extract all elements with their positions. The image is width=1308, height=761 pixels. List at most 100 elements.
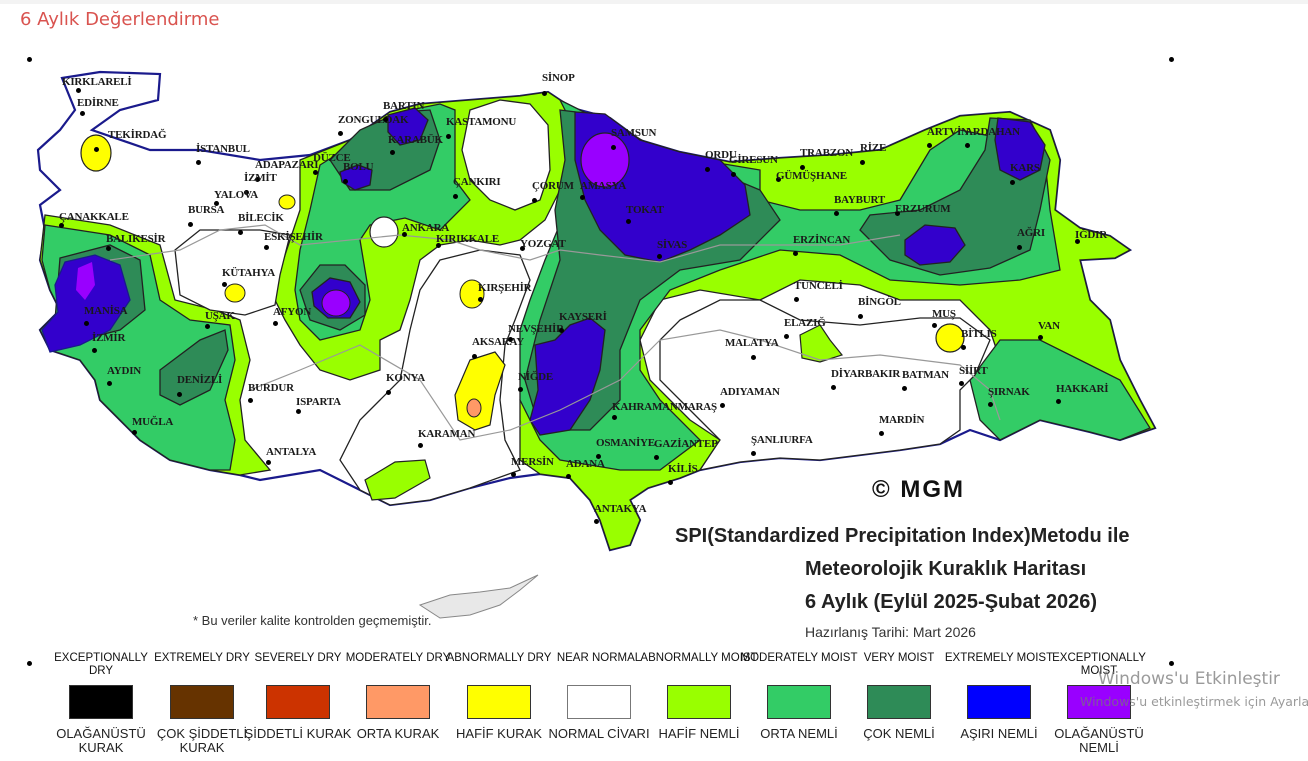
city-marker xyxy=(196,160,201,165)
legend-label-tr: HAFİF NEMLİ xyxy=(658,726,740,741)
city-marker xyxy=(720,403,725,408)
legend-swatch xyxy=(867,685,931,719)
city-marker xyxy=(626,219,631,224)
city-marker xyxy=(76,88,81,93)
legend-item: MODERATELY MOIST ORTA NEMLİ xyxy=(740,652,858,741)
legend-label-en: EXCEPTIONALLY MOIST xyxy=(1052,652,1146,677)
legend-item: ABNORMALLY MOIST HAFİF NEMLİ xyxy=(640,652,758,741)
city-label: MUŞ xyxy=(932,308,956,320)
city-marker xyxy=(776,177,781,182)
legend-label-en: ABNORMALLY MOIST xyxy=(640,652,758,664)
legend-label-en: EXCEPTIONALLY DRY xyxy=(54,652,148,677)
legend-swatch xyxy=(266,685,330,719)
city-label: YOZGAT xyxy=(520,238,566,250)
city-marker xyxy=(751,355,756,360)
city-marker xyxy=(106,246,111,251)
city-marker xyxy=(596,454,601,459)
city-label: ORDU xyxy=(705,149,737,161)
city-label: ARDAHAN xyxy=(965,126,1020,138)
city-marker xyxy=(436,243,441,248)
city-marker xyxy=(508,337,513,342)
legend-swatch xyxy=(567,685,631,719)
legend-label-tr: NORMAL CİVARI xyxy=(548,726,650,741)
corner-marker xyxy=(1169,661,1174,666)
city-label: TEKİRDAĞ xyxy=(108,129,167,141)
city-marker xyxy=(532,198,537,203)
city-label: AKSARAY xyxy=(472,336,524,348)
city-label: IĞDIR xyxy=(1075,229,1108,241)
city-label: KIRIKKALE xyxy=(436,233,499,245)
drought-map: KIRKLARELİ EDİRNE TEKİRDAĞ İSTANBUL ZONGULDA… xyxy=(0,40,1308,666)
city-label: AMASYA xyxy=(580,180,627,192)
city-label: GİRESUN xyxy=(729,154,778,166)
city-label: UŞAK xyxy=(205,310,235,322)
city-marker xyxy=(296,409,301,414)
city-marker xyxy=(313,170,318,175)
city-label: ADAPAZARI xyxy=(255,159,319,171)
zone-exceptionally-moist-amasya xyxy=(580,132,630,188)
city-label: GAZİANTEP xyxy=(654,438,718,450)
city-marker xyxy=(1056,399,1061,404)
city-label: ERZİNCAN xyxy=(793,234,851,246)
city-marker xyxy=(794,297,799,302)
city-label: ERZURUM xyxy=(895,203,951,215)
city-marker xyxy=(446,134,451,139)
city-label: KARABÜK xyxy=(388,134,443,146)
legend-swatch xyxy=(767,685,831,719)
map-title-line1: SPI(Standardized Precipitation Index)Met… xyxy=(675,525,1130,547)
city-marker xyxy=(107,381,112,386)
prepared-date: Hazırlanış Tarihi: Mart 2026 xyxy=(805,624,976,640)
legend-label-en: MODERATELY DRY xyxy=(345,652,451,664)
legend-item: EXCEPTIONALLY MOIST OLAĞANÜSTÜ NEMLİ xyxy=(1040,652,1158,755)
city-marker xyxy=(80,111,85,116)
city-label: İSTANBUL xyxy=(196,143,250,155)
city-label: AĞRI xyxy=(1017,227,1045,239)
city-label: BALIKESİR xyxy=(106,233,166,245)
city-marker xyxy=(188,222,193,227)
legend-label-tr: OLAĞANÜSTÜ NEMLİ xyxy=(1054,726,1144,755)
legend-swatch xyxy=(967,685,1031,719)
city-label: VAN xyxy=(1038,320,1060,332)
corner-marker xyxy=(27,57,32,62)
city-marker xyxy=(559,328,564,333)
page-title: 6 Aylık Değerlendirme xyxy=(20,9,220,30)
city-label: BURDUR xyxy=(248,382,294,394)
city-marker xyxy=(338,131,343,136)
city-label: MARDİN xyxy=(879,414,925,426)
city-label: ÇANKIRI xyxy=(453,176,501,188)
city-label: HAKKARİ xyxy=(1056,383,1109,395)
legend-swatch xyxy=(366,685,430,719)
zone-abnormally-moist-karaman xyxy=(364,459,431,501)
city-label: SİİRT xyxy=(959,365,988,377)
city-label: EDİRNE xyxy=(77,97,119,109)
city-marker xyxy=(59,223,64,228)
city-marker xyxy=(879,431,884,436)
city-marker xyxy=(705,167,710,172)
zone-abnormally-moist-elazig xyxy=(799,324,844,363)
city-label: BAYBURT xyxy=(834,194,885,206)
city-label: KAYSERİ xyxy=(559,311,607,323)
city-marker xyxy=(177,392,182,397)
zone-very-moist-denizli xyxy=(159,329,229,406)
zone-moderately-dry-aksaray xyxy=(466,398,482,418)
city-label: RİZE xyxy=(860,142,887,154)
city-marker xyxy=(244,190,249,195)
legend-label-en: ABNORMALLY DRY xyxy=(446,652,552,664)
city-marker xyxy=(542,91,547,96)
city-label: ZONGULDAK xyxy=(338,114,409,126)
city-label: KARS xyxy=(1010,162,1040,174)
legend-label-en: EXTREMELY MOIST xyxy=(944,652,1054,664)
city-label: KIRKLARELİ xyxy=(62,76,132,88)
legend-item: VERY MOIST ÇOK NEMLİ xyxy=(840,652,958,741)
legend-item: ABNORMALLY DRY HAFİF KURAK xyxy=(440,652,558,741)
city-marker xyxy=(858,314,863,319)
legend-item: EXTREMELY DRY ÇOK ŞİDDETLİ KURAK xyxy=(143,652,261,755)
city-label: ŞANLIURFA xyxy=(751,434,813,446)
city-marker xyxy=(784,334,789,339)
zone-abnormally-dry-tekirdag xyxy=(80,134,112,172)
city-marker xyxy=(657,254,662,259)
city-label: NEVŞEHİR xyxy=(508,323,564,335)
city-label: KİLİS xyxy=(668,463,698,475)
city-label: GÜMÜŞHANE xyxy=(776,170,847,182)
legend-label-en: NEAR NORMAL xyxy=(556,652,642,664)
